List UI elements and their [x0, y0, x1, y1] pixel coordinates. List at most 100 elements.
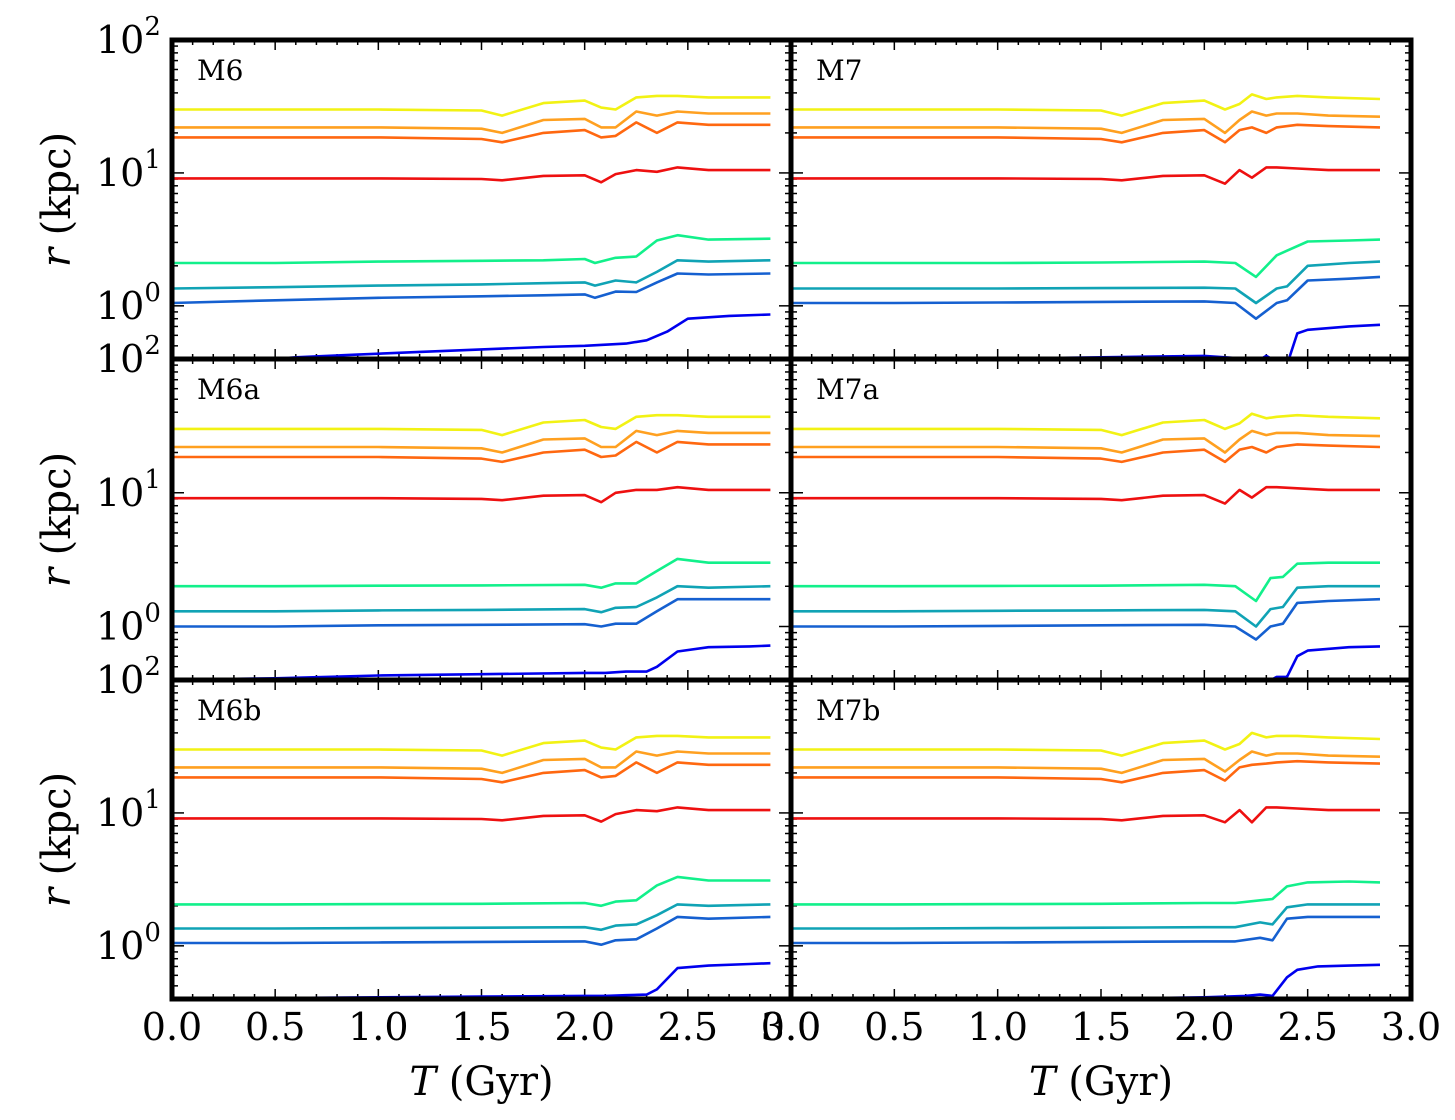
panel-frame	[169, 37, 794, 362]
series-line-8	[791, 412, 1381, 437]
series-line-2	[791, 597, 1381, 641]
series-line-6	[172, 761, 771, 784]
x-tick-label: 1.0	[348, 1005, 408, 1049]
series-line-2	[791, 915, 1380, 945]
panel-frame	[788, 37, 1414, 362]
series-line-6	[172, 440, 771, 464]
series-line-1	[791, 963, 1381, 999]
series-line-5	[172, 806, 771, 823]
x-tick-label: 0.0	[761, 1005, 821, 1049]
y-tick-label: 100	[96, 599, 161, 649]
panel-M7	[788, 37, 1414, 362]
series-group	[791, 412, 1381, 680]
x-tick-label: 3.0	[1381, 1005, 1441, 1049]
panel-label: M6a	[197, 373, 260, 406]
panel-label: M7	[816, 54, 862, 87]
y-axis-label: r (kpc)	[34, 772, 80, 907]
series-group	[172, 734, 771, 999]
series-line-8	[791, 731, 1381, 757]
series-line-4	[791, 880, 1381, 906]
y-axis-label: r (kpc)	[34, 132, 80, 267]
series-line-4	[791, 561, 1380, 603]
series-group	[172, 94, 771, 359]
series-line-3	[791, 903, 1380, 930]
panel-M6a	[169, 356, 794, 683]
series-line-3	[172, 584, 771, 614]
series-line-4	[172, 233, 771, 265]
x-tick-label: 0.5	[245, 1005, 305, 1049]
x-tick-label: 2.0	[1174, 1005, 1234, 1049]
y-tick-label: 100	[96, 278, 161, 328]
series-line-3	[791, 260, 1381, 305]
series-group	[172, 413, 771, 680]
series-line-5	[791, 806, 1380, 824]
series-line-1	[172, 644, 771, 680]
series-line-7	[172, 750, 771, 775]
panel-frame	[169, 356, 794, 683]
y-tick-label: 102	[96, 652, 161, 702]
panel-label: M6b	[197, 694, 261, 727]
series-line-1	[1094, 645, 1381, 680]
y-tick-label: 100	[96, 918, 161, 968]
plot-layer	[169, 37, 1414, 1002]
series-line-8	[172, 734, 771, 757]
y-tick-label: 102	[96, 331, 161, 381]
series-line-3	[791, 584, 1380, 628]
series-line-7	[172, 110, 771, 135]
series-line-6	[791, 443, 1381, 464]
panel-M6b	[169, 677, 794, 1002]
series-group	[791, 93, 1381, 359]
x-tick-label: 2.0	[554, 1005, 614, 1049]
x-tick-label: 1.5	[451, 1005, 511, 1049]
panel-label: M7b	[816, 694, 880, 727]
series-line-2	[172, 272, 771, 305]
panel-frame	[788, 677, 1414, 1002]
panel-M7b	[788, 677, 1414, 1002]
series-line-3	[172, 903, 771, 932]
panel-frame	[169, 677, 794, 1002]
labels-layer: M6 M7 M6a M7a M6b M7b 100 101 102 r (kpc) 100 101 10…	[34, 12, 1441, 1105]
y-tick-label: 102	[96, 12, 161, 62]
x-axis-label: T (Gyr)	[409, 1059, 553, 1105]
series-line-6	[172, 121, 771, 144]
series-line-5	[791, 485, 1380, 505]
series-line-4	[172, 557, 771, 590]
series-line-8	[791, 93, 1381, 117]
panel-frame	[788, 356, 1414, 683]
series-line-2	[791, 275, 1381, 321]
series-line-1	[172, 961, 771, 999]
y-tick-label: 101	[96, 145, 161, 195]
series-line-3	[172, 258, 771, 290]
panel-label: M6	[197, 54, 243, 87]
series-line-5	[791, 166, 1380, 185]
y-tick-label: 101	[96, 785, 161, 835]
series-line-6	[791, 759, 1381, 784]
x-tick-label: 2.5	[1277, 1005, 1337, 1049]
x-tick-label: 0.5	[864, 1005, 924, 1049]
panel-M6	[169, 37, 794, 362]
series-line-8	[172, 413, 771, 437]
series-line-6	[791, 123, 1381, 144]
panel-M7a	[788, 356, 1414, 683]
series-line-7	[791, 750, 1381, 775]
x-axis-label: T (Gyr)	[1029, 1059, 1173, 1105]
x-tick-label: 0.0	[142, 1005, 202, 1049]
series-line-7	[791, 429, 1381, 454]
x-tick-label: 1.0	[967, 1005, 1027, 1049]
series-line-5	[172, 485, 771, 504]
panel-label: M7a	[816, 373, 879, 406]
x-tick-label: 2.5	[658, 1005, 718, 1049]
series-line-4	[791, 238, 1381, 279]
x-tick-label: 1.5	[1071, 1005, 1131, 1049]
series-line-5	[172, 166, 771, 184]
series-line-2	[172, 597, 771, 628]
series-line-7	[172, 429, 771, 454]
y-axis-label: r (kpc)	[34, 452, 80, 587]
series-line-7	[791, 110, 1381, 135]
series-line-1	[253, 313, 771, 359]
x-tick-label: 3.0	[761, 1005, 821, 1049]
series-line-2	[172, 915, 771, 947]
series-group	[791, 731, 1381, 999]
y-tick-label: 101	[96, 465, 161, 515]
